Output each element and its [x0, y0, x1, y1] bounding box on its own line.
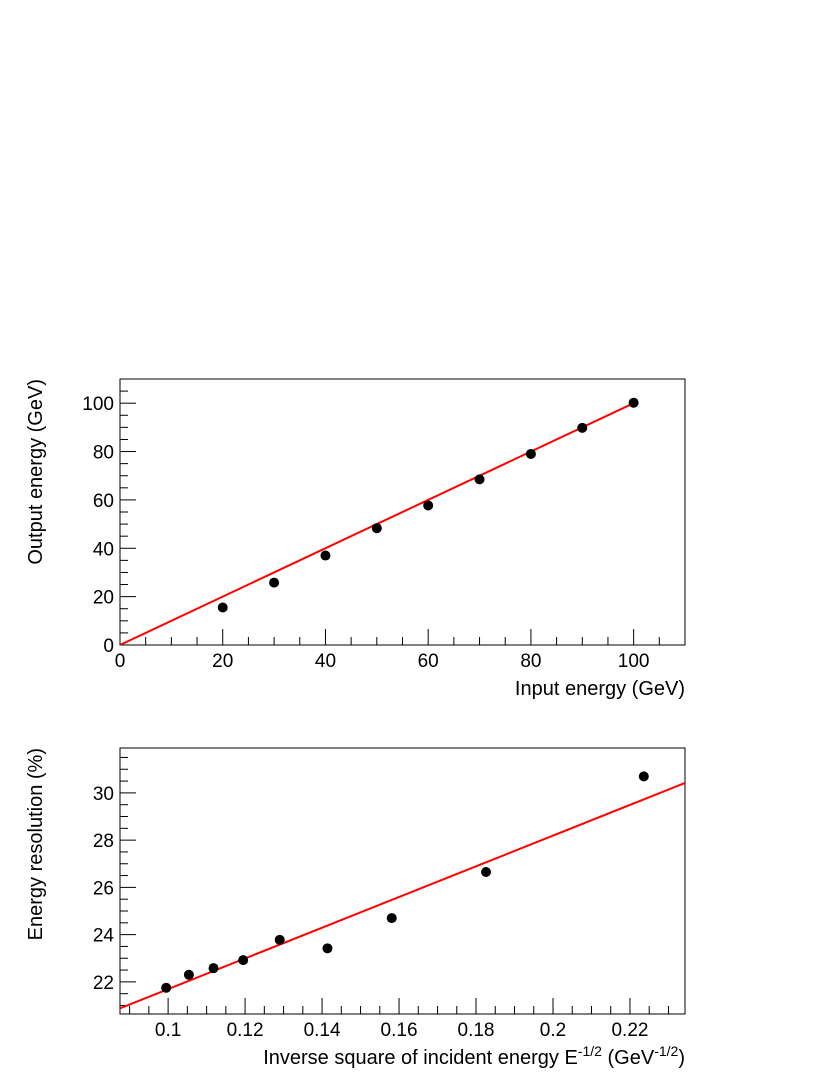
y-tick-label: 30: [93, 784, 114, 805]
y-tick-label: 0: [103, 636, 114, 657]
x-tick-label: 60: [418, 651, 439, 672]
fit-line: [120, 782, 685, 1010]
data-point: [423, 500, 434, 511]
y-axis-label: Output energy (GeV): [25, 379, 47, 565]
y-axis-label: Energy resolution (%): [25, 748, 47, 940]
y-tick-label: 22: [93, 973, 114, 994]
data-point: [274, 934, 285, 945]
data-point: [217, 602, 228, 613]
y-tick-label: 60: [93, 491, 114, 512]
data-point: [638, 771, 649, 782]
y-tick-label: 24: [93, 926, 115, 947]
data-point: [525, 448, 536, 459]
y-tick-label: 40: [93, 539, 114, 560]
x-tick-label: 0.14: [304, 1020, 341, 1041]
x-tick-label: 20: [212, 651, 233, 672]
x-axis-label-superscript: -1/2: [578, 1043, 602, 1059]
x-tick-label: 80: [520, 651, 541, 672]
data-point: [481, 867, 492, 878]
plot-frame: [119, 747, 686, 1015]
chart-1: 0 20 40 60 80 100 0 20 40 60 80 100 Input energy (Ge…: [25, 378, 686, 700]
x-axis-label-superscript: -1/2: [654, 1043, 678, 1059]
data-point: [238, 955, 249, 966]
y-tick-label: 28: [93, 831, 114, 852]
y-tick-label: 80: [93, 443, 114, 464]
x-tick-label: 0.12: [227, 1020, 264, 1041]
data-point: [208, 963, 219, 974]
x-axis-label-part: (GeV: [602, 1047, 655, 1069]
data-point: [161, 982, 172, 993]
chart-2: 0.1 0.12 0.14 0.16 0.18 0.2 0.22 22 24 26 28 30 Inve…: [25, 747, 686, 1069]
y-tick-label: 26: [93, 878, 114, 899]
x-tick-label: 0.16: [381, 1020, 418, 1041]
data-point: [474, 474, 485, 485]
x-tick-label: 0.18: [458, 1020, 495, 1041]
x-tick-label: 100: [618, 651, 650, 672]
x-tick-label: 0: [115, 651, 126, 672]
data-point: [386, 913, 397, 924]
x-axis-label: Input energy (GeV): [515, 678, 685, 700]
data-point: [183, 969, 194, 980]
data-point: [628, 397, 639, 408]
x-axis-label-part: ): [678, 1047, 685, 1069]
y-tick-label: 20: [93, 588, 114, 609]
y-tick-label: 100: [82, 394, 114, 415]
data-point: [577, 422, 588, 433]
x-tick-label: 40: [315, 651, 336, 672]
x-axis-label-part: Inverse square of incident energy E: [263, 1047, 578, 1069]
data-point: [322, 943, 333, 954]
x-tick-label: 0.1: [155, 1020, 181, 1041]
data-point: [320, 550, 331, 561]
x-tick-label: 0.22: [611, 1020, 648, 1041]
data-point: [269, 577, 280, 588]
x-axis-label: Inverse square of incident energy E-1/2 …: [263, 1043, 685, 1069]
x-tick-label: 0.2: [540, 1020, 566, 1041]
data-point: [371, 523, 382, 534]
